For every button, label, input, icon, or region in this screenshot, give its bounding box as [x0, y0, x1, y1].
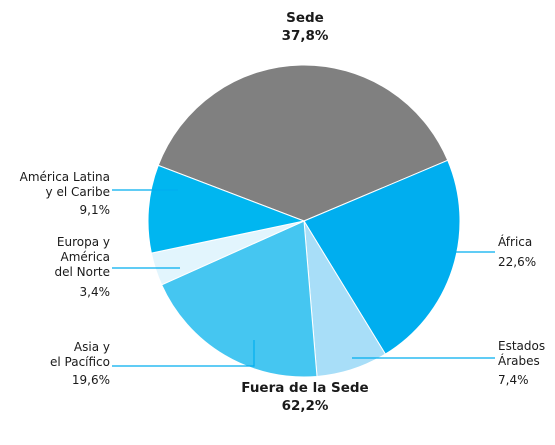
slice-label-line: Asia y — [74, 340, 110, 354]
annotation: Fuera de la Sede — [241, 380, 368, 396]
slice-label: Estados Árabes — [498, 339, 545, 368]
slice-value: 7,4% — [498, 373, 529, 387]
slice-label-line: América — [61, 250, 111, 264]
slice-label-line: del Norte — [55, 265, 111, 279]
slice-value: 9,1% — [80, 203, 111, 217]
slice-value: 37,8% — [282, 28, 329, 44]
pie-slice — [147, 164, 306, 254]
slice-label-line: Árabes — [498, 353, 540, 368]
slice-value: 19,6% — [72, 373, 110, 387]
slice-label-line: Europa y — [57, 235, 110, 249]
pie-slice — [157, 64, 449, 222]
slice-value: 3,4% — [80, 285, 111, 299]
annotation-value: 62,2% — [282, 398, 329, 414]
slice-label-line: el Pacífico — [50, 355, 110, 369]
leader-line — [112, 340, 255, 367]
slice-label: Asia y el Pacífico — [50, 340, 110, 369]
slice-label-line: Estados — [498, 339, 545, 353]
slice-label-line: América Latina — [20, 170, 110, 184]
slice-label: América Latina y el Caribe — [20, 170, 110, 199]
pie-slice — [303, 159, 461, 355]
slice-label-line: África — [498, 234, 532, 249]
slice-label: Europa y América del Norte — [55, 235, 111, 279]
slice-label-line: Sede — [286, 10, 324, 26]
slice-label-line: y el Caribe — [46, 185, 110, 199]
pie-slice — [160, 220, 318, 378]
slice-value: 22,6% — [498, 255, 536, 269]
slice-label: Sede — [286, 10, 324, 26]
slice-label: África — [498, 234, 532, 249]
